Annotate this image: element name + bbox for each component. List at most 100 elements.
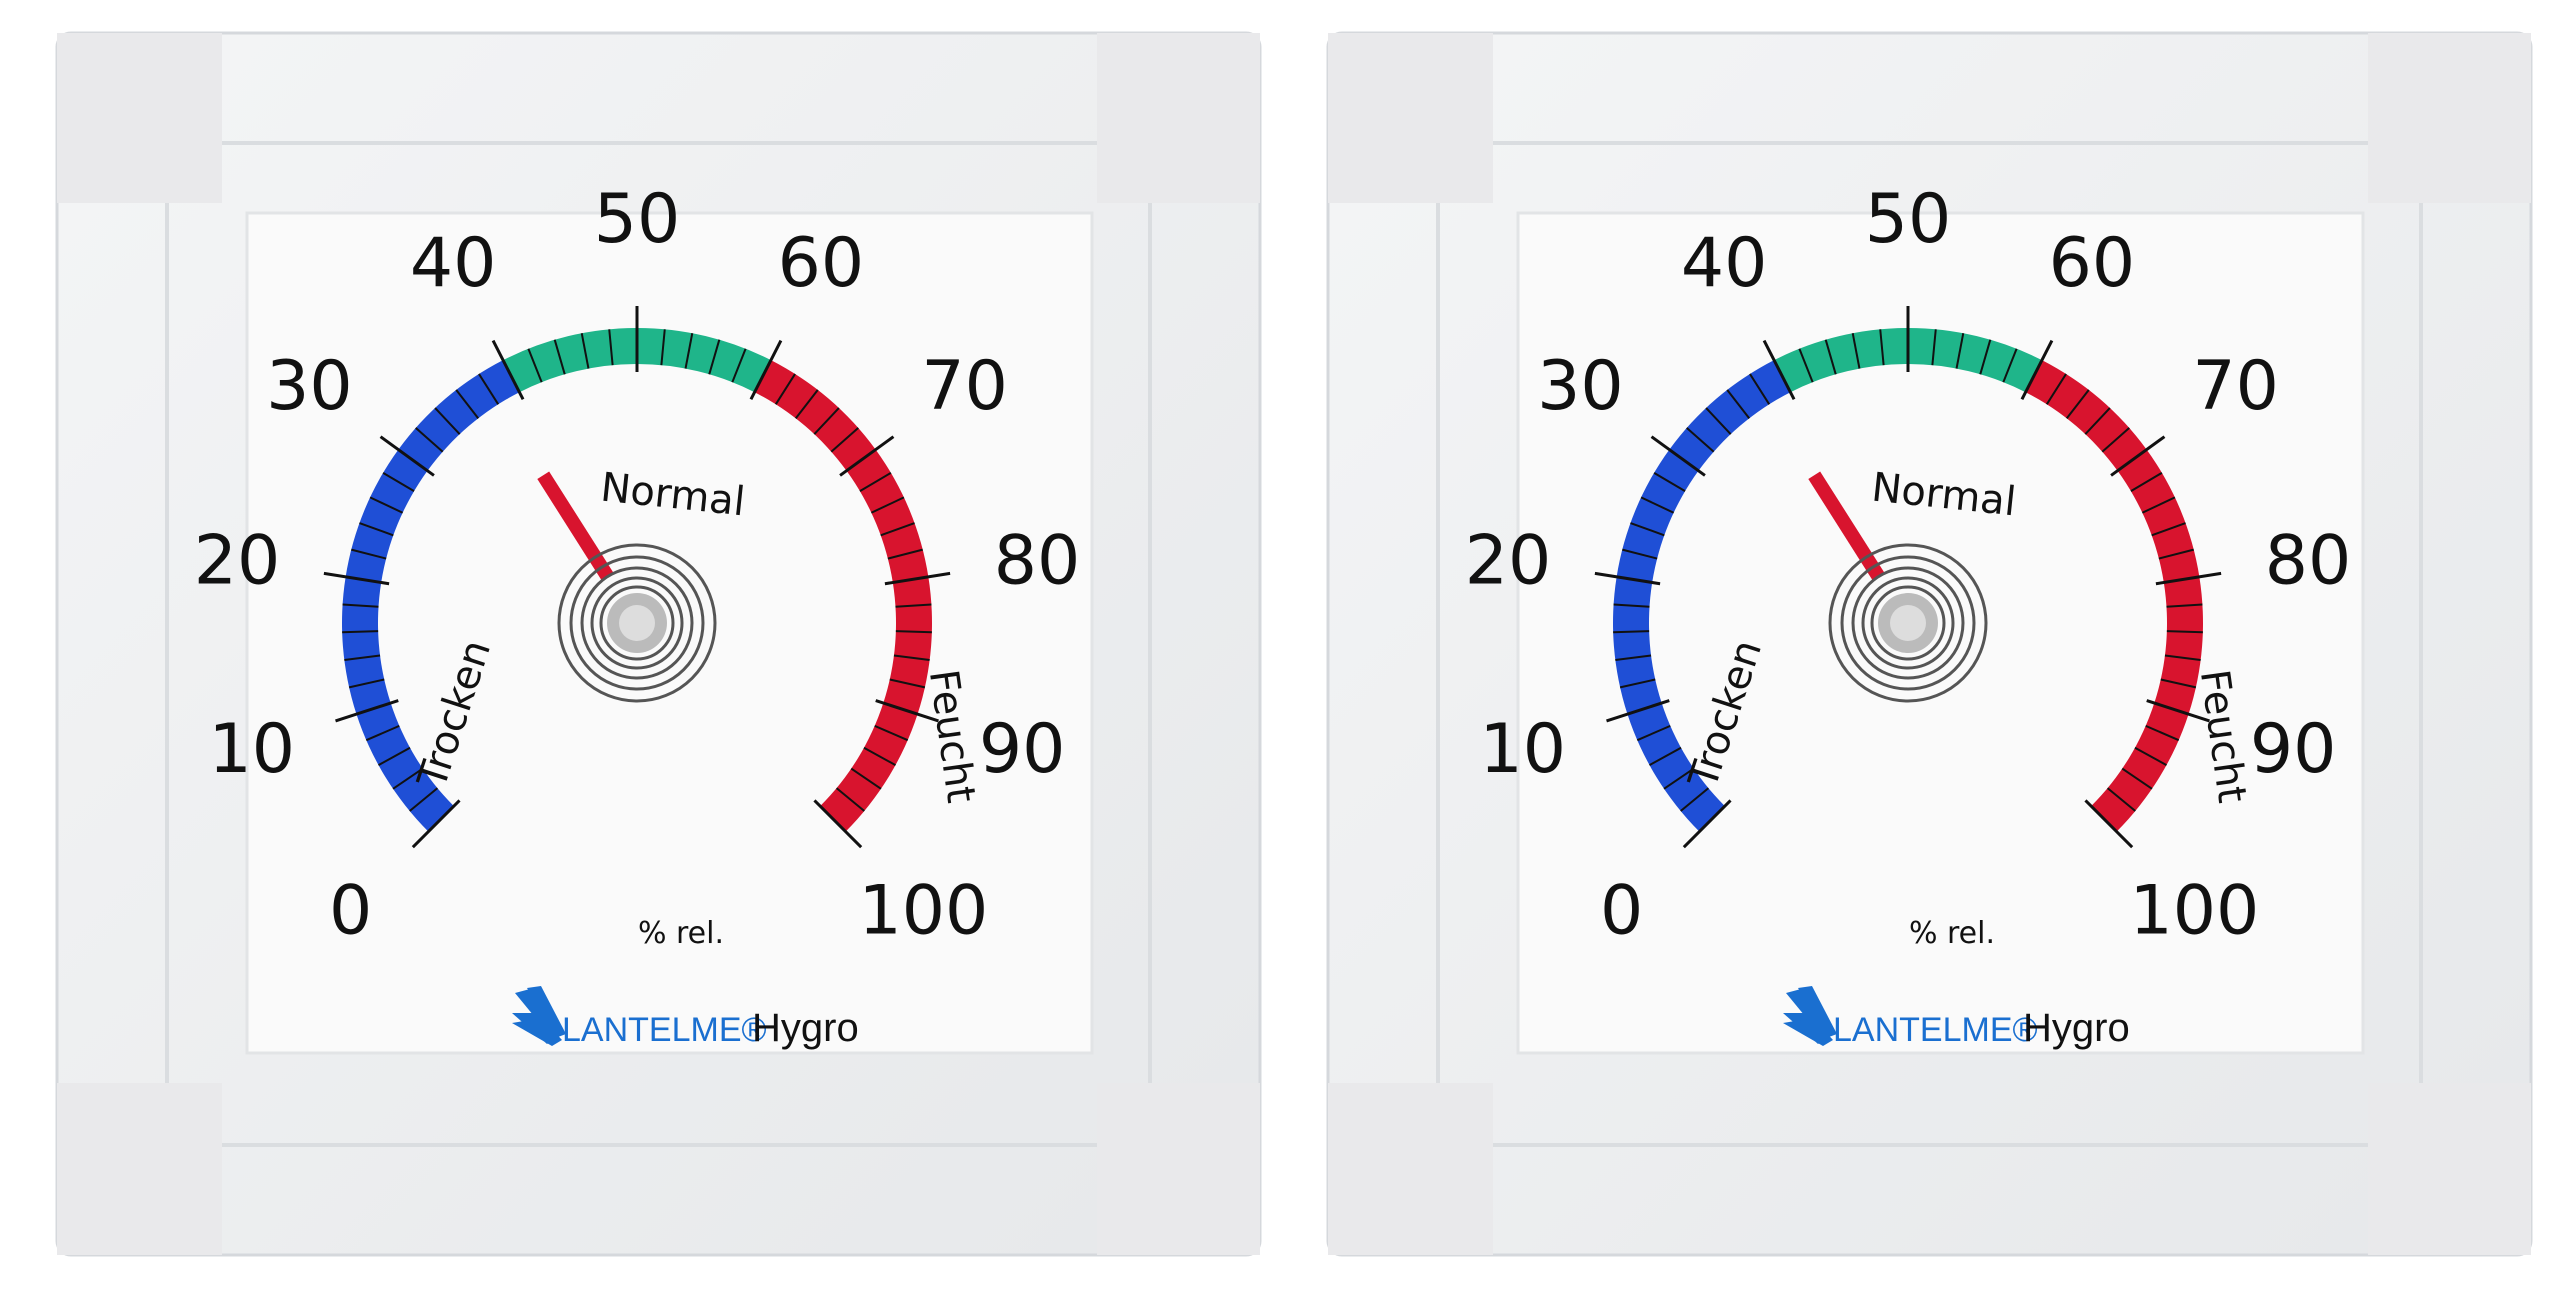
minor-tick (365, 724, 400, 742)
spring-coil (1840, 555, 1976, 691)
major-tick (2155, 571, 2222, 586)
minor-tick (2145, 724, 2180, 742)
minor-tick (1705, 407, 1732, 435)
minor-tick (2065, 389, 2090, 419)
spring-coil (557, 543, 717, 703)
needle (1808, 471, 1885, 581)
minor-tick (2084, 407, 2111, 435)
scale-label: 60 (778, 224, 865, 303)
minor-tick (369, 496, 404, 514)
scale-label: 90 (2250, 710, 2337, 789)
major-tick (813, 799, 863, 849)
scale-label: 40 (410, 224, 497, 303)
minor-tick (608, 329, 614, 366)
minor-tick (859, 471, 892, 493)
logo-fan-icon (512, 986, 566, 1046)
spring-coil (569, 555, 705, 691)
center-pin-highlight (1890, 605, 1926, 641)
scale-label: 100 (2129, 871, 2259, 950)
minor-tick (870, 496, 905, 514)
scale-label: 0 (329, 871, 372, 950)
minor-tick (2130, 471, 2163, 493)
corner-pad (1097, 33, 1260, 203)
brand-logo: LANTELME® Hygro (1783, 986, 2130, 1050)
spring-coil (590, 576, 684, 670)
minor-tick (378, 746, 411, 766)
minor-tick (553, 339, 566, 375)
zone-band-dry (341, 360, 520, 832)
scale-label: 70 (921, 347, 1008, 426)
scale-label: 50 (1865, 180, 1952, 259)
minor-tick (478, 373, 500, 405)
major-tick (323, 571, 390, 586)
major-tick (749, 339, 783, 401)
corner-pad (1097, 1083, 1260, 1255)
corner-pad (1328, 1083, 1493, 1255)
minor-tick (2160, 678, 2197, 689)
minor-tick (1619, 678, 1656, 689)
minor-tick (774, 373, 796, 405)
minor-tick (580, 333, 590, 369)
major-tick (839, 435, 895, 477)
minor-tick (895, 603, 932, 608)
major-tick (2110, 435, 2166, 477)
spring-coil (1828, 543, 1988, 703)
major-tick (335, 699, 399, 723)
minor-tick (850, 767, 882, 790)
needle (537, 471, 614, 581)
scale-label: 10 (209, 710, 296, 789)
brand-logo: LANTELME® Hygro (512, 986, 859, 1050)
dial-scale: 0 10 20 30 40 50 60 70 80 90 100 (194, 180, 1081, 950)
minor-tick (382, 471, 415, 493)
minor-tick (2151, 522, 2186, 537)
minor-tick (2134, 746, 2167, 766)
model-name: Hygro (2023, 1006, 2130, 1050)
scale-label: 30 (1537, 347, 1624, 426)
minor-tick (2158, 548, 2194, 560)
minor-tick (1798, 348, 1814, 383)
corner-pad (57, 33, 222, 203)
minor-tick (1663, 767, 1695, 790)
minor-tick (1649, 746, 1682, 766)
minor-tick (2164, 654, 2201, 661)
corner-pad (1328, 33, 1493, 203)
major-tick (884, 571, 951, 586)
minor-tick (1680, 787, 1710, 812)
center-pin-highlight (619, 605, 655, 641)
minor-tick (344, 654, 381, 661)
minor-tick (1824, 339, 1837, 375)
major-tick (875, 699, 939, 723)
scale-label: 0 (1600, 871, 1643, 950)
scale-label: 80 (994, 522, 1081, 601)
scale-label: 60 (2049, 224, 2136, 303)
dial-scale: 0 10 20 30 40 50 60 70 80 90 100 (1465, 180, 2352, 950)
major-tick (1606, 699, 1670, 723)
minor-tick (1640, 496, 1675, 514)
minor-tick (1622, 548, 1658, 560)
minor-tick (887, 548, 923, 560)
minor-tick (895, 630, 932, 634)
scale-label: 80 (2265, 522, 2352, 601)
minor-tick (835, 787, 865, 812)
major-tick (1594, 571, 1661, 586)
unit-label: % rel. (638, 916, 724, 951)
minor-tick (684, 333, 694, 369)
minor-tick (1636, 724, 1671, 742)
minor-tick (1613, 630, 1650, 634)
minor-tick (392, 767, 424, 790)
minor-tick (1749, 373, 1771, 405)
corner-pad (2368, 1083, 2531, 1255)
minor-tick (863, 746, 896, 766)
minor-tick (2141, 496, 2176, 514)
scale-label: 70 (2192, 347, 2279, 426)
spring-coil (1870, 585, 1946, 661)
corner-pad (2368, 33, 2531, 203)
logo-fan-icon (1783, 986, 1837, 1046)
minor-tick (1653, 471, 1686, 493)
scale-label: 30 (266, 347, 353, 426)
minor-tick (342, 630, 379, 634)
minor-tick (731, 348, 747, 383)
minor-tick (455, 389, 480, 419)
